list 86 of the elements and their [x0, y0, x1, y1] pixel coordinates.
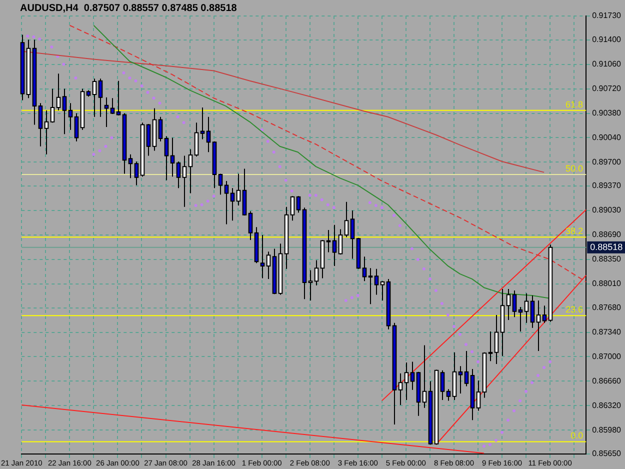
- candlestick: [224, 180, 229, 225]
- candlestick: [200, 106, 205, 140]
- candlestick: [182, 155, 187, 208]
- y-tick-label: 0.88350: [592, 254, 622, 264]
- candlestick: [134, 161, 139, 186]
- candlestick: [164, 136, 169, 181]
- candlestick: [266, 251, 271, 280]
- y-tick-label: 0.86660: [592, 376, 622, 386]
- y-tick-label: 0.88010: [592, 279, 622, 288]
- candlestick: [206, 116, 211, 153]
- candlestick: [236, 173, 241, 206]
- candlestick: [530, 295, 535, 328]
- candlestick: [506, 288, 511, 321]
- candlestick: [98, 78, 103, 118]
- candlestick: [314, 260, 319, 286]
- y-tick-label: 0.90380: [592, 108, 622, 118]
- candlestick: [476, 380, 481, 412]
- y-tick-label: 0.90040: [592, 132, 622, 142]
- candlestick: [50, 88, 55, 124]
- candlestick: [350, 210, 355, 260]
- candlestick: [458, 366, 463, 394]
- candlestick: [512, 290, 517, 318]
- candlestick: [158, 116, 163, 142]
- candlestick: [332, 224, 337, 266]
- candlestick: [38, 102, 43, 147]
- candlestick: [218, 173, 223, 196]
- candlestick: [110, 98, 115, 114]
- candlestick: [248, 210, 253, 241]
- annotation: 38.2: [566, 226, 584, 236]
- candlestick: [524, 292, 529, 324]
- candlestick: [296, 196, 301, 214]
- y-tick-label: 0.85650: [592, 449, 622, 458]
- annotation: 61.8: [566, 99, 584, 110]
- y-tick-label: 0.85980: [592, 425, 622, 434]
- candlestick: [326, 229, 331, 253]
- candlestick: [398, 372, 403, 406]
- chart-title: AUDUSD,H4 0.87507 0.88557 0.87485 0.88518: [20, 2, 238, 14]
- candlestick: [404, 362, 409, 400]
- candlestick: [536, 300, 541, 352]
- candlestick: [68, 102, 73, 130]
- y-tick-label: 0.86320: [592, 400, 622, 410]
- candlestick: [230, 188, 235, 222]
- y-tick-label: 0.89370: [592, 181, 622, 190]
- ref-line-label: 0.88518: [590, 242, 623, 252]
- candlestick: [374, 268, 379, 296]
- candlestick: [338, 228, 343, 255]
- candlestick: [44, 110, 49, 155]
- candlestick: [128, 154, 133, 179]
- candlestick: [188, 148, 193, 194]
- candlestick: [260, 234, 265, 279]
- annotation: 0.0: [570, 430, 584, 441]
- y-tick-label: 0.90720: [592, 84, 622, 93]
- candlestick: [464, 350, 469, 387]
- candlestick: [146, 124, 151, 156]
- annotation: 50.0: [566, 163, 584, 174]
- candlestick: [410, 361, 415, 390]
- y-tick-label: 0.87000: [592, 352, 622, 361]
- y-tick-label: 0.91400: [592, 34, 622, 44]
- candlestick: [494, 314, 499, 364]
- candlestick: [194, 122, 199, 157]
- candlestick: [308, 270, 313, 302]
- candlestick: [518, 306, 523, 332]
- candlestick: [368, 268, 373, 305]
- candlestick: [362, 256, 367, 282]
- y-tick-label: 0.88690: [592, 230, 622, 240]
- candlestick: [488, 331, 493, 362]
- candlestick: [56, 73, 61, 111]
- line-series: [69, 24, 587, 282]
- candlestick: [176, 161, 181, 189]
- candlestick: [62, 88, 67, 135]
- y-tick-label: 0.87340: [592, 327, 622, 336]
- candlestick: [92, 78, 97, 118]
- candlestick: [422, 344, 427, 408]
- candlestick: [440, 370, 445, 400]
- candlestick: [290, 196, 295, 222]
- y-tick-label: 0.89030: [592, 206, 622, 215]
- y-tick-label: 0.87680: [592, 302, 622, 312]
- candlestick: [542, 305, 547, 324]
- candlestick: [74, 112, 79, 142]
- y-tick-label: 0.91730: [592, 11, 622, 20]
- annotation: 23.6: [566, 304, 584, 315]
- candlestick: [344, 201, 349, 238]
- y-tick-label: 0.89700: [592, 157, 622, 166]
- candlestick: [170, 137, 175, 178]
- y-tick-label: 0.91060: [592, 59, 622, 68]
- candlestick: [446, 388, 451, 402]
